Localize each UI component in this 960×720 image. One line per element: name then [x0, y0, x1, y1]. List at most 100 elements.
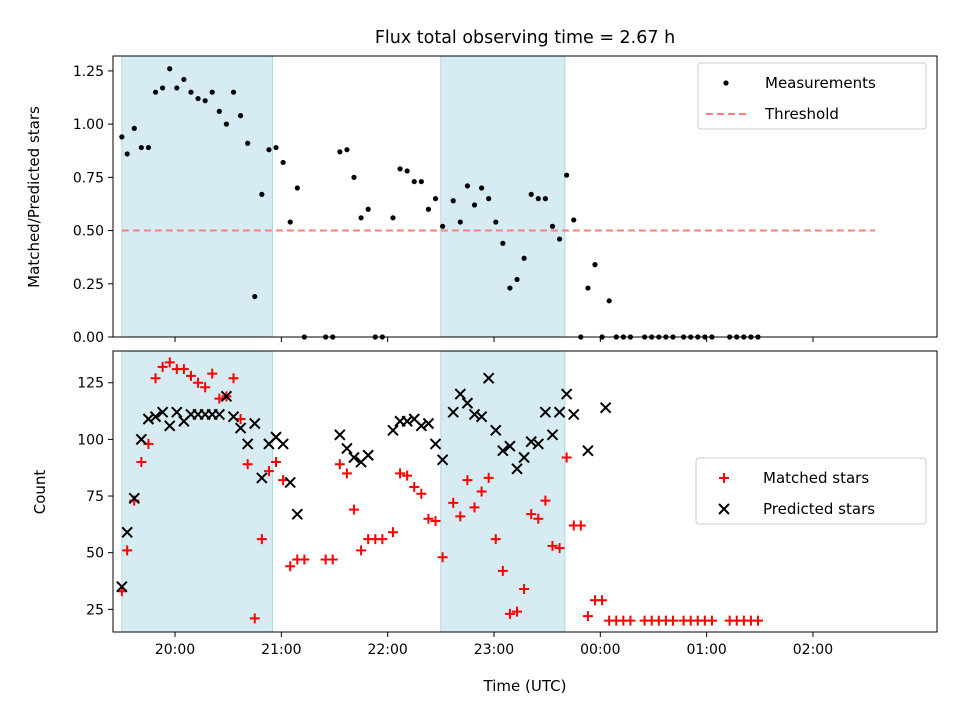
predicted-star-point: [128, 492, 140, 505]
measurement-point: [287, 219, 293, 225]
predicted-star-point: [553, 406, 566, 418]
matched-star-point: [214, 393, 225, 404]
top-y-axis-ticks: 0.00 0.25 0.50 0.75 1.00 1.25: [73, 64, 113, 346]
predicted-star-point: [436, 454, 449, 466]
predicted-star-point: [475, 411, 488, 423]
predicted-star-point: [490, 424, 502, 437]
predicted-star-point: [599, 401, 612, 414]
predicted-star-point: [116, 580, 128, 593]
matched-star-point: [448, 497, 459, 508]
top-panel-ratio: 0.00 0.25 0.50 0.75 1.00 1.25 Matched/Predict…: [25, 55, 938, 346]
measurement-point: [259, 191, 265, 197]
predicted-star-point: [568, 408, 580, 421]
measurement-point: [425, 206, 432, 212]
predicted-star-point: [532, 438, 544, 450]
matched-star-point: [402, 470, 413, 481]
y-tick-label: 1.00: [73, 117, 104, 133]
measurement-point: [571, 217, 577, 223]
matched-star-point: [200, 382, 211, 393]
y-tick-label: 0.50: [73, 224, 104, 240]
matched-star-point: [122, 545, 133, 556]
x-tick-label: 00:00: [580, 642, 620, 658]
predicted-star-point: [525, 435, 537, 448]
measurement-point: [188, 89, 194, 95]
predicted-star-point: [334, 429, 346, 441]
matched-star-point: [228, 373, 239, 384]
measurement-point: [507, 285, 513, 291]
matched-star-point: [554, 543, 565, 554]
measurement-point: [556, 236, 563, 242]
predicted-star-point: [135, 433, 148, 446]
measurement-point: [397, 166, 403, 172]
matched-star-point: [582, 611, 593, 622]
measurement-point: [411, 178, 417, 185]
measurement-point: [514, 276, 520, 283]
predicted-star-point: [415, 420, 428, 432]
shaded-interval-0: [121, 55, 273, 338]
matched-star-point: [235, 413, 246, 424]
x-tick-label: 21:00: [261, 642, 301, 658]
matched-star-point: [334, 459, 345, 470]
measurement-point: [337, 149, 343, 155]
measurement-point: [124, 151, 130, 157]
predicted-star-point: [171, 406, 183, 418]
matched-star-point: [462, 475, 473, 486]
measurement-point: [564, 172, 570, 178]
x-tick-label: 20:00: [155, 642, 195, 658]
predicted-star-point: [518, 451, 530, 464]
matched-star-point: [278, 475, 289, 486]
predicted-star-point: [348, 451, 360, 464]
measurement-point: [432, 196, 439, 202]
matched-star-point: [575, 520, 586, 531]
matched-star-point: [437, 552, 448, 563]
measurement-point: [223, 121, 230, 127]
predicted-star-point: [277, 438, 289, 450]
y-tick-label: 100: [77, 432, 104, 448]
matched-star-point: [178, 364, 189, 375]
measurement-point: [542, 196, 548, 202]
measurement-point: [450, 198, 456, 204]
matched-star-point: [561, 452, 572, 463]
bottom-legend: Matched stars Predicted stars: [695, 457, 927, 525]
matched-star-point: [416, 488, 427, 499]
predicted-star-point: [511, 463, 523, 475]
predicted-star-point: [497, 445, 509, 457]
matched-star-point: [157, 361, 168, 372]
matched-star-point: [256, 534, 267, 545]
x-tick-label: 23:00: [474, 642, 514, 658]
measurement-point: [486, 196, 492, 202]
measurement-point: [471, 202, 478, 208]
predicted-star-point: [539, 406, 552, 418]
top-shaded-intervals: [121, 55, 566, 338]
matched-star-point: [430, 515, 441, 526]
y-tick-label: 1.25: [73, 64, 104, 80]
matched-star-point: [519, 583, 530, 594]
y-tick-label: 75: [86, 489, 104, 505]
predicted-star-point: [256, 472, 268, 484]
measurement-point: [252, 293, 258, 300]
predicted-star-point: [422, 417, 435, 430]
measurement-point: [174, 85, 180, 91]
matched-star-point: [299, 554, 310, 565]
predicted-star-point: [504, 440, 516, 452]
predicted-star-point: [560, 388, 573, 400]
predicted-star-point: [234, 422, 247, 434]
predicted-star-point: [121, 526, 133, 538]
matched-star-point: [540, 495, 551, 506]
matched-star-point: [356, 545, 367, 556]
matched-star-point: [706, 615, 717, 626]
y-tick-label: 50: [86, 546, 104, 562]
matched-star-point: [377, 534, 388, 545]
matched-star-point: [512, 606, 523, 617]
x-tick-label: 02:00: [793, 642, 833, 658]
bottom-panel-counts: 25 50 75 100 125 20:00 21:00 22:00 23:00 00:00 01…: [31, 350, 938, 658]
y-tick-label: 0.25: [73, 277, 104, 293]
measurement-point: [351, 174, 357, 180]
predicted-star-point: [220, 390, 233, 403]
predicted-star-point: [142, 413, 155, 425]
legend-label: Predicted stars: [763, 500, 875, 518]
matched-star-point: [547, 540, 558, 551]
measurement-point: [273, 144, 279, 151]
legend-label: Measurements: [765, 74, 876, 92]
